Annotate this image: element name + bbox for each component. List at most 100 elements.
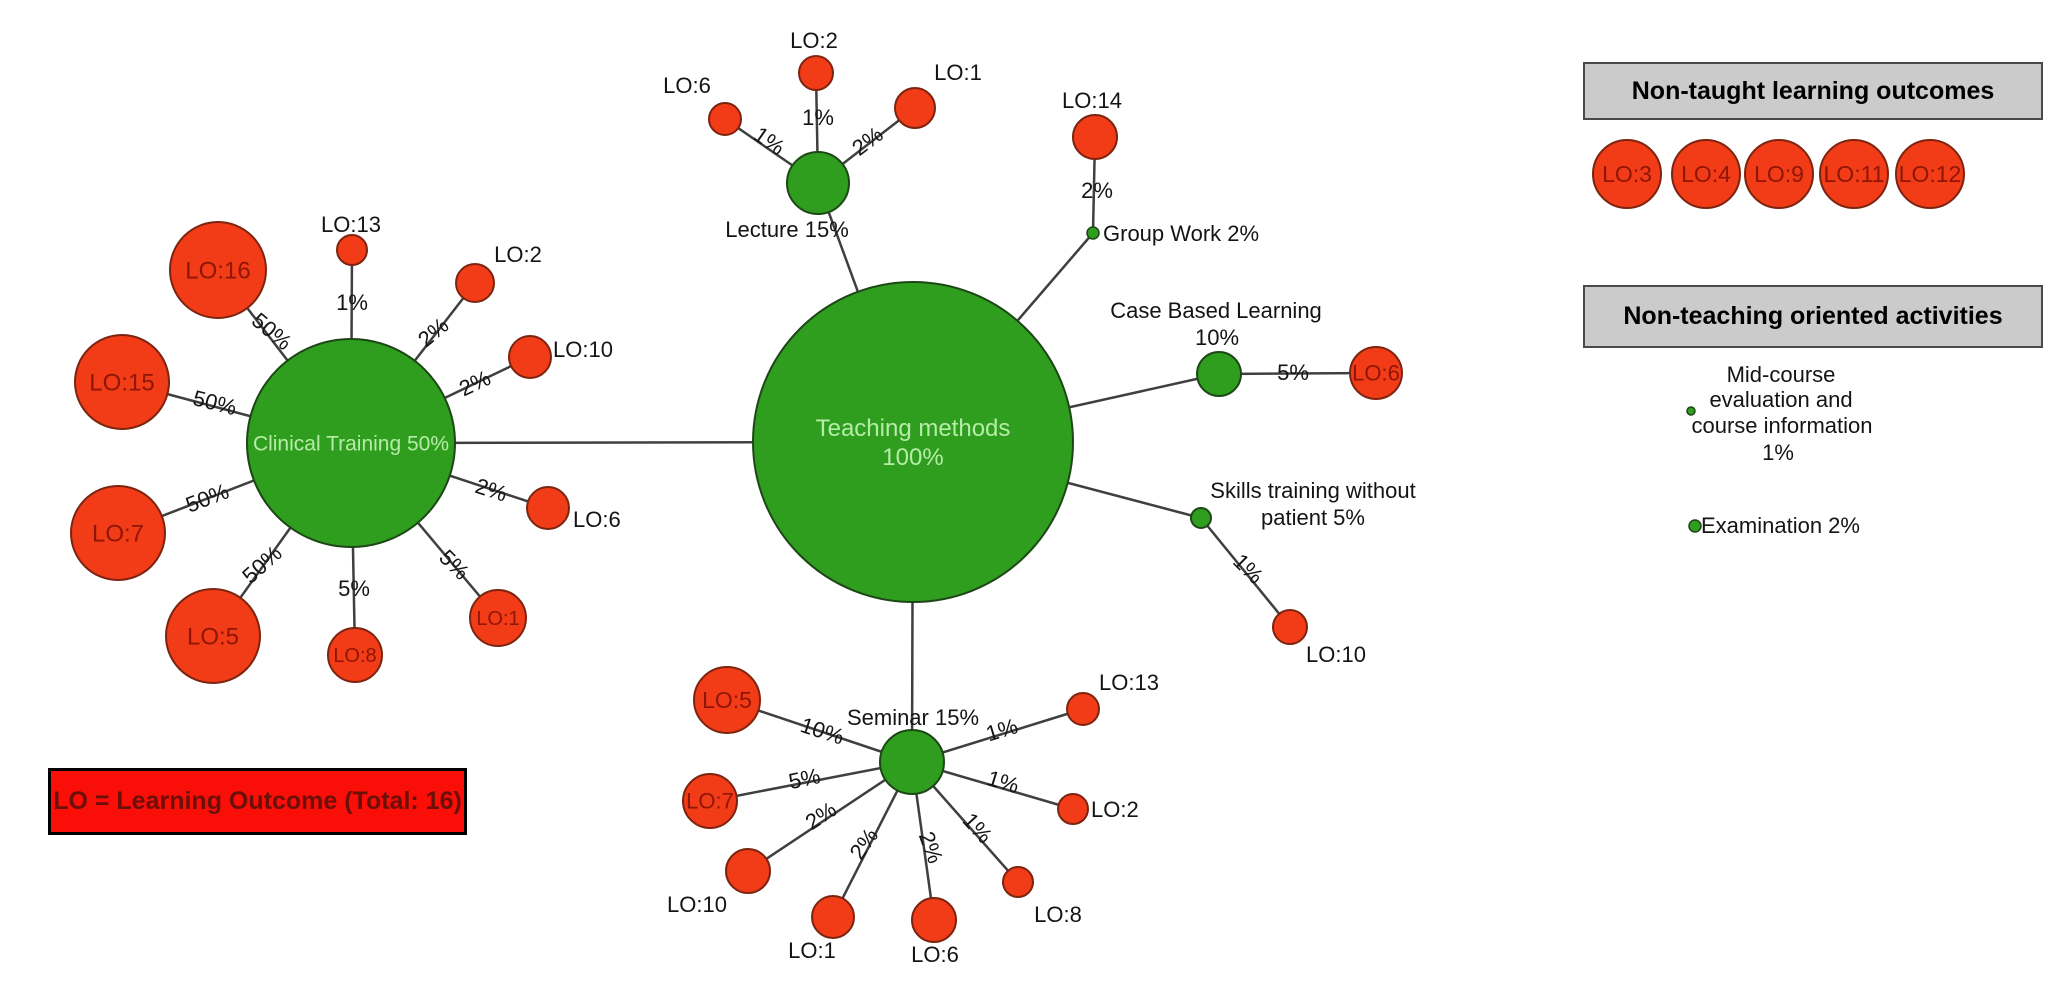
label-1-: 1%: [958, 808, 998, 848]
label-lo-8: LO:8: [1034, 902, 1082, 927]
node-seminar-lo5: [693, 666, 761, 734]
node-clinical-lo16: [169, 221, 267, 319]
label-5-: 5%: [786, 763, 822, 794]
node-clinical-lo15: [74, 334, 170, 430]
label-lo-10: LO:10: [1306, 642, 1366, 667]
label-1-: 1%: [1762, 440, 1794, 465]
node-seminar-lo6: [911, 897, 957, 943]
label-2-: 2%: [914, 828, 948, 866]
label-patient-5-: patient 5%: [1261, 505, 1365, 530]
label-50-: 50%: [182, 478, 232, 517]
label-course-information: course information: [1692, 413, 1873, 438]
node-seminar-lo8: [1002, 866, 1034, 898]
node-clinical-lo1-label: LO:1: [476, 608, 519, 630]
node-lecture: [786, 151, 850, 215]
label-lo-2: LO:2: [1091, 797, 1139, 822]
label-1-: 1%: [336, 290, 368, 315]
node-seminar: [879, 729, 945, 795]
label-lo-2: LO:2: [494, 242, 542, 267]
node-seminar-lo2: [1057, 793, 1089, 825]
node-legend-lo4-label: LO:4: [1681, 161, 1731, 187]
node-clinical-lo10: [508, 335, 552, 379]
node-seminar-lo7: [682, 773, 738, 829]
node-lecture-lo2: [798, 55, 834, 91]
node-case-based-learning: [1196, 351, 1242, 397]
node-legend-lo4: [1671, 139, 1741, 209]
label-1-: 1%: [983, 713, 1021, 746]
node-clinical-training: [246, 338, 456, 548]
label-5-: 5%: [1277, 360, 1309, 385]
node-legend-lo11: [1819, 139, 1889, 209]
label-lo-1: LO:1: [788, 938, 836, 963]
label-lo-6: LO:6: [911, 942, 959, 967]
node-midcourse-dot: [1686, 406, 1696, 416]
node-clinical-lo16-label: LO:16: [185, 257, 250, 284]
node-legend-lo9-label: LO:9: [1754, 161, 1804, 187]
label-lo-2: LO:2: [790, 28, 838, 53]
node-teaching-methods: [752, 281, 1074, 603]
label-lo-14: LO:14: [1062, 88, 1122, 113]
node-legend-lo9: [1744, 139, 1814, 209]
node-legend-lo12-label: LO:12: [1899, 161, 1962, 187]
node-clinical-lo8-label: LO:8: [333, 645, 376, 667]
label-10-: 10%: [1195, 325, 1239, 350]
label-skills-training-without: Skills training without: [1210, 478, 1415, 503]
node-lecture-lo1: [894, 87, 936, 129]
label-lo-13: LO:13: [1099, 670, 1159, 695]
label-case-based-learning: Case Based Learning: [1110, 298, 1322, 323]
label-2-: 2%: [1081, 178, 1113, 203]
node-seminar-lo1: [811, 895, 855, 939]
node-seminar-lo10: [725, 848, 771, 894]
node-seminar-lo13: [1066, 692, 1100, 726]
edge-seminar-seminar-lo7: [709, 760, 913, 803]
label-1-: 1%: [749, 121, 789, 160]
label-5-: 5%: [338, 576, 370, 601]
label-lo-13: LO:13: [321, 212, 381, 237]
label-lo-10: LO:10: [553, 337, 613, 362]
node-group-work: [1086, 226, 1100, 240]
label-2-: 2%: [472, 473, 510, 507]
node-clinical-lo5-label: LO:5: [187, 623, 239, 650]
label-seminar-15-: Seminar 15%: [847, 705, 979, 730]
node-clinical-lo15-label: LO:15: [89, 369, 154, 396]
node-clinical-lo7: [70, 485, 166, 581]
label-lo-1: LO:1: [934, 60, 982, 85]
learning-outcome-note: LO = Learning Outcome (Total: 16): [48, 768, 467, 835]
edge-skills-training-skills-lo10: [1200, 517, 1291, 628]
node-skills-training: [1190, 507, 1212, 529]
label-examination-2-: Examination 2%: [1701, 513, 1860, 538]
node-clinical-lo13: [336, 234, 368, 266]
node-legend-lo12: [1895, 139, 1965, 209]
node-seminar-lo5-label: LO:5: [702, 687, 752, 713]
node-examination-dot: [1688, 519, 1702, 533]
node-clinical-lo5: [165, 588, 261, 684]
label-lo-6: LO:6: [663, 73, 711, 98]
non-teaching-oriented-activities-header: Non-teaching oriented activities: [1583, 285, 2043, 348]
node-clinical-lo8: [327, 627, 383, 683]
node-groupwork-lo14: [1072, 114, 1118, 160]
node-teaching-methods-label: Teaching methods: [816, 415, 1011, 442]
label-1-: 1%: [1228, 549, 1268, 589]
node-clinical-lo2: [455, 263, 495, 303]
label-lo-10: LO:10: [667, 892, 727, 917]
label-50-: 50%: [237, 540, 286, 588]
node-lecture-lo6: [708, 102, 742, 136]
label-2-: 2%: [455, 365, 494, 401]
node-legend-lo3-label: LO:3: [1602, 161, 1652, 187]
label-1-: 1%: [802, 105, 834, 130]
label-50-: 50%: [190, 385, 239, 420]
node-legend-lo3: [1592, 139, 1662, 209]
label-lo-6: LO:6: [573, 507, 621, 532]
node-seminar-lo7-label: LO:7: [686, 789, 734, 814]
node-skills-lo10: [1272, 609, 1308, 645]
non-taught-learning-outcomes-header: Non-taught learning outcomes: [1583, 62, 2043, 120]
node-teaching-methods-label: 100%: [882, 444, 943, 471]
label-mid-course: Mid-course: [1727, 362, 1836, 387]
node-clinical-lo6: [526, 486, 570, 530]
node-casebased-lo6: [1349, 346, 1403, 400]
node-clinical-lo1: [469, 589, 527, 647]
node-clinical-training-label: Clinical Training 50%: [253, 432, 449, 455]
label-evaluation-and: evaluation and: [1709, 387, 1852, 412]
